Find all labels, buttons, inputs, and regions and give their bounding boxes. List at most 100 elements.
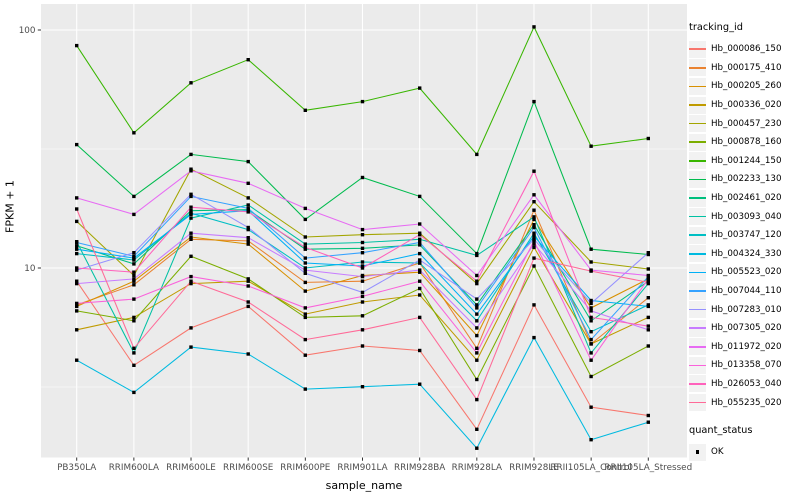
legend-label-ok: OK: [711, 447, 724, 458]
data-point-Hb_001244_150: [360, 99, 365, 104]
data-point-Hb_000086_150: [75, 279, 79, 283]
data-point-Hb_003747_120: [360, 260, 365, 264]
data-point-Hb_002233_130: [360, 175, 365, 180]
data-point-Hb_000175_410: [189, 237, 193, 241]
legend-key: [689, 245, 706, 263]
legend-item-Hb_000175_410: Hb_000175_410: [689, 59, 799, 78]
legend-key: [689, 282, 706, 300]
data-point-Hb_003747_120: [532, 231, 536, 235]
data-point-Hb_011972_020: [303, 206, 307, 211]
data-point-Hb_003747_120: [246, 227, 250, 232]
line-swatch-icon: [689, 215, 706, 218]
data-point-Hb_011972_020: [132, 212, 136, 217]
data-point-Hb_007305_020: [189, 231, 193, 235]
y-tick-label: 100: [19, 26, 36, 36]
legend-key: [689, 96, 706, 114]
data-point-Hb_013358_070: [75, 301, 79, 306]
data-point-Hb_013358_070: [418, 279, 422, 283]
data-point-Hb_000205_260: [532, 217, 536, 222]
data-point-Hb_001244_150: [246, 58, 250, 62]
data-point-Hb_026053_040: [75, 266, 79, 270]
data-point-Hb_011972_020: [646, 273, 650, 278]
data-point-Hb_001244_150: [75, 43, 79, 48]
x-tick-label: RRIM928BA: [394, 463, 445, 473]
legend-item-Hb_007283_010: Hb_007283_010: [689, 300, 799, 319]
legend-item-Hb_002461_020: Hb_002461_020: [689, 189, 799, 208]
x-tick-label: RRII105LA_Control: [550, 463, 632, 473]
data-point-Hb_000878_160: [589, 374, 593, 379]
data-point-Hb_011972_020: [532, 193, 536, 197]
data-point-Hb_003093_040: [132, 351, 136, 355]
data-point-Hb_000175_410: [132, 283, 136, 287]
data-point-Hb_007305_020: [589, 309, 593, 313]
data-point-Hb_000086_150: [475, 427, 479, 431]
legend-key: [689, 301, 706, 319]
data-point-Hb_000336_020: [532, 245, 536, 250]
data-point-Hb_002233_130: [646, 252, 650, 257]
legend-label: Hb_007305_020: [711, 323, 782, 334]
data-point-Hb_004324_330: [75, 358, 79, 362]
data-point-Hb_003747_120: [303, 266, 307, 270]
legend-key: [689, 226, 706, 244]
legend-item-Hb_005523_020: Hb_005523_020: [689, 263, 799, 282]
data-point-Hb_005523_020: [418, 251, 422, 256]
data-point-Hb_000457_230: [475, 281, 479, 286]
data-point-Hb_000175_410: [646, 296, 650, 300]
y-axis-title: FPKM + 1: [3, 180, 17, 233]
data-point-Hb_004324_330: [418, 382, 422, 386]
data-point-Hb_007283_010: [475, 297, 479, 301]
data-point-Hb_004324_330: [646, 420, 650, 424]
data-point-Hb_004324_330: [303, 387, 307, 391]
data-point-Hb_026053_040: [418, 233, 422, 237]
data-point-Hb_013358_070: [475, 351, 479, 355]
legend-item-Hb_000336_020: Hb_000336_020: [689, 96, 799, 115]
data-point-Hb_026053_040: [132, 270, 136, 274]
data-point-Hb_003093_040: [418, 237, 422, 241]
data-point-Hb_002233_130: [475, 251, 479, 256]
data-point-Hb_000175_410: [303, 280, 307, 285]
legend-label: Hb_026053_040: [711, 378, 782, 389]
data-point-Hb_011972_020: [75, 196, 79, 200]
line-swatch-icon: [689, 122, 706, 125]
data-point-Hb_003093_040: [303, 242, 307, 246]
data-point-Hb_000336_020: [646, 315, 650, 320]
data-point-Hb_000205_260: [475, 333, 479, 338]
data-point-Hb_007283_010: [646, 251, 650, 255]
legend-title-tracking-id: tracking_id: [689, 22, 743, 33]
data-point-Hb_013358_070: [532, 239, 536, 243]
legend: tracking_id Hb_000086_150 Hb_000175_410 Hb…: [689, 22, 799, 462]
data-point-Hb_007305_020: [646, 328, 650, 332]
data-point-Hb_000205_260: [303, 289, 307, 293]
data-point-Hb_000878_160: [303, 315, 307, 320]
data-point-Hb_055235_020: [646, 280, 650, 285]
data-point-Hb_000086_150: [589, 405, 593, 409]
data-point-Hb_026053_040: [589, 315, 593, 320]
data-point-Hb_007283_010: [246, 225, 250, 230]
data-point-Hb_007305_020: [75, 281, 79, 286]
line-swatch-icon: [689, 141, 706, 144]
legend-key: [689, 170, 706, 188]
data-point-Hb_001244_150: [132, 131, 136, 135]
legend-key: [689, 375, 706, 393]
line-swatch-icon: [689, 48, 706, 51]
legend-label: Hb_007283_010: [711, 304, 782, 315]
data-point-Hb_004324_330: [360, 385, 365, 389]
data-point-Hb_011972_020: [246, 181, 250, 185]
data-point-Hb_026053_040: [646, 324, 650, 328]
data-point-Hb_007283_010: [303, 271, 307, 275]
legend-label: Hb_000878_160: [711, 137, 782, 148]
data-point-Hb_000878_160: [418, 286, 422, 291]
data-point-Hb_002233_130: [132, 194, 136, 199]
legend-key: [689, 59, 706, 77]
data-point-Hb_007305_020: [475, 326, 479, 330]
data-point-Hb_002233_130: [589, 247, 593, 251]
legend-key: [689, 208, 706, 226]
tick-labels: PB350LA RRIM600LA RRIM600LE RRIM600SE RRIM60…: [19, 26, 692, 473]
data-point-Hb_000457_230: [589, 260, 593, 264]
legend-title-quant-status: quant_status: [689, 424, 753, 436]
data-point-Hb_002233_130: [189, 152, 193, 157]
data-point-Hb_003747_120: [75, 251, 79, 256]
data-point-Hb_007044_110: [303, 256, 307, 260]
line-swatch-icon: [689, 160, 706, 162]
